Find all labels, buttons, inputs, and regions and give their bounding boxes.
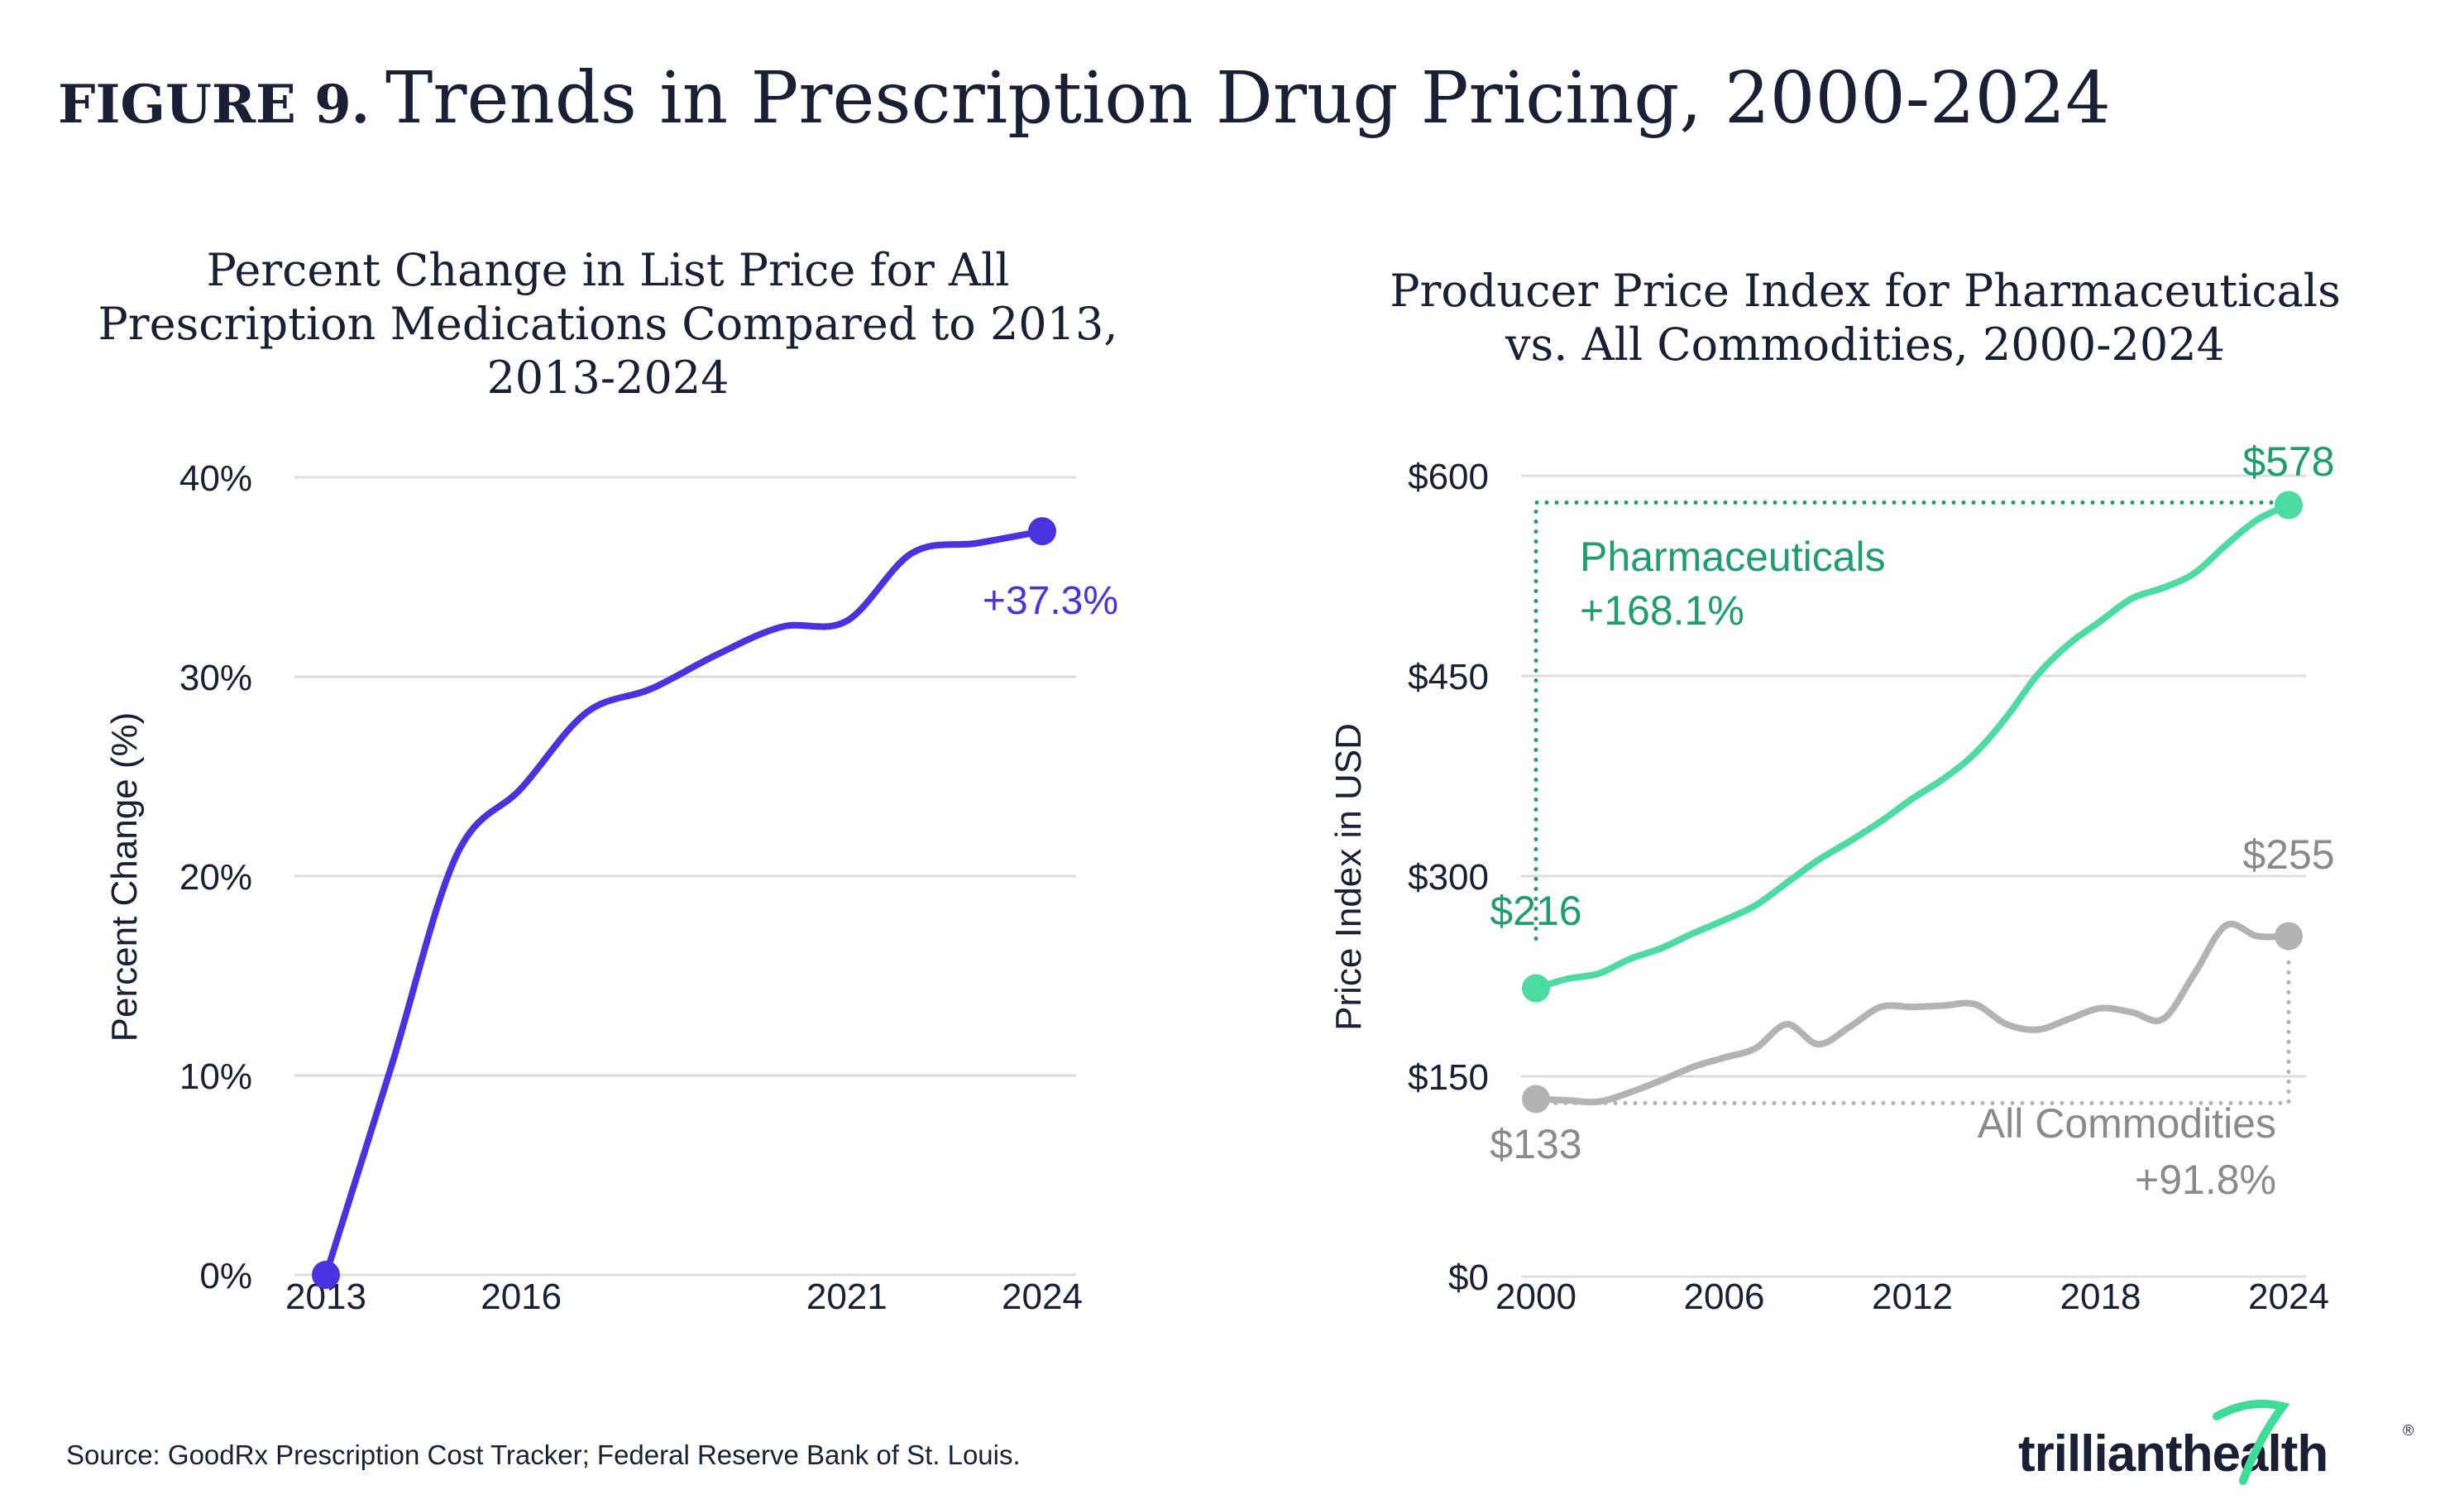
y-tick-label: $0 <box>1448 1258 1489 1298</box>
end-change-label: +37.3% <box>983 579 1118 623</box>
y-axis-label: Price Index in USD <box>1328 723 1369 1031</box>
start-point <box>312 1261 340 1289</box>
dotted-guides <box>1533 500 2291 1105</box>
y-tick-label: $300 <box>1408 857 1489 898</box>
y-tick-label: $450 <box>1408 657 1489 697</box>
y-tick-label: 40% <box>179 458 252 499</box>
x-tick-label: 2024 <box>1002 1277 1083 1317</box>
y-tick-label: $150 <box>1408 1057 1489 1098</box>
end-point <box>2275 491 2303 520</box>
ppi-chart: Producer Price Index for Pharmaceuticals… <box>1328 265 2341 1317</box>
chart-title-line-1: Percent Change in List Price for All <box>207 244 1010 296</box>
figure-label: FIGURE 9. <box>58 74 370 136</box>
gridlines <box>1521 474 2306 1278</box>
x-tick-label: 2018 <box>2060 1277 2141 1317</box>
list-price-chart: Percent Change in List Price for All Pre… <box>98 244 1118 1317</box>
figure-title: Trends in Prescription Drug Pricing, 200… <box>385 57 2111 140</box>
pharma-series-name: Pharmaceuticals <box>1580 534 1886 580</box>
logo-swoosh-icon <box>2213 1399 2290 1485</box>
commodities-start-label: $133 <box>1490 1121 1581 1167</box>
x-tick-labels: 2000 2006 2012 2018 2024 <box>1495 1277 2329 1317</box>
x-tick-label: 2000 <box>1495 1277 1576 1317</box>
pharma-start-label: $216 <box>1490 888 1581 934</box>
chart-title-line-3: 2013-2024 <box>486 352 729 404</box>
pharma-end-label: $578 <box>2242 438 2334 485</box>
registered-mark: ® <box>2403 1422 2414 1439</box>
x-tick-label: 2021 <box>806 1277 888 1317</box>
y-tick-label: 0% <box>199 1256 252 1296</box>
y-tick-labels: 0% 10% 20% 30% 40% <box>179 458 252 1296</box>
chart-title-line-2: Prescription Medications Compared to 201… <box>98 298 1117 350</box>
x-tick-labels: 2013 2016 2021 2024 <box>285 1277 1083 1317</box>
y-axis-label: Percent Change (%) <box>104 712 145 1042</box>
pharma-change-label: +168.1% <box>1580 587 1744 634</box>
series-lines <box>312 517 1056 1289</box>
y-tick-label: 30% <box>179 658 252 698</box>
y-tick-label: 10% <box>179 1056 252 1097</box>
y-tick-label: $600 <box>1408 457 1489 497</box>
end-point <box>2275 922 2303 951</box>
series-lines <box>1522 491 2303 1114</box>
pharma-dotted-guide <box>1533 500 2291 941</box>
commodities-series-name: All Commodities <box>1978 1100 2276 1147</box>
commodities-change-label: +91.8% <box>2135 1157 2276 1203</box>
series-line <box>323 528 1045 1278</box>
start-point <box>1522 1085 1550 1114</box>
svg-text:trillianthealth: trillianthealth <box>2018 1425 2328 1483</box>
x-tick-label: 2024 <box>2248 1277 2329 1317</box>
trilliant-health-logo: trillianthealth ® <box>2018 1399 2414 1485</box>
x-tick-label: 2006 <box>1684 1277 1765 1317</box>
commodities-dotted-guide <box>1533 955 2291 1105</box>
source-note: Source: GoodRx Prescription Cost Tracker… <box>66 1440 1021 1470</box>
pharmaceuticals-line <box>1533 501 2292 992</box>
gridlines <box>294 476 1076 1277</box>
x-tick-label: 2016 <box>481 1277 562 1317</box>
commodities-end-label: $255 <box>2242 831 2334 878</box>
all-commodities-line <box>1533 920 2292 1106</box>
chart-title-line-2: vs. All Commodities, 2000-2024 <box>1505 319 2225 371</box>
y-tick-labels: $0 $150 $300 $450 $600 <box>1408 457 1489 1298</box>
logo-text-left: trilliant <box>2018 1425 2182 1483</box>
y-tick-label: 20% <box>179 857 252 898</box>
chart-title-line-1: Producer Price Index for Pharmaceuticals <box>1390 265 2341 317</box>
figure-heading: FIGURE 9. Trends in Prescription Drug Pr… <box>58 57 2111 140</box>
x-tick-label: 2012 <box>1872 1277 1953 1317</box>
end-point <box>1028 517 1056 546</box>
start-point <box>1522 974 1550 1003</box>
